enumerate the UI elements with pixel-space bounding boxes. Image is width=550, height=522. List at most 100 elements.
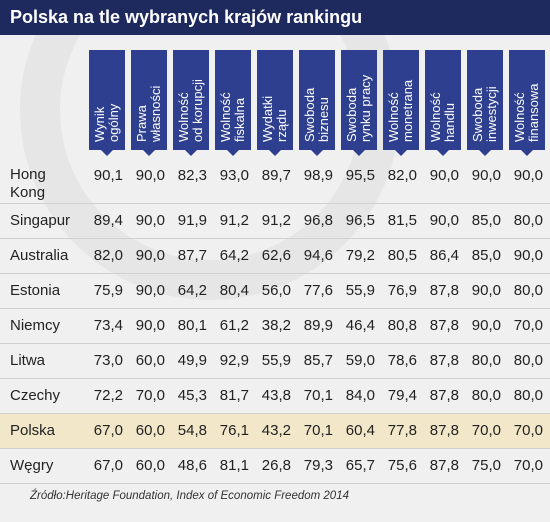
table-cell: 90,0 bbox=[135, 212, 165, 229]
column-header-label: Wolność fiskalna bbox=[218, 92, 247, 142]
table-cell: 70,0 bbox=[513, 457, 543, 474]
table-cell: 87,8 bbox=[429, 282, 459, 299]
table-cell: 90,0 bbox=[135, 282, 165, 299]
table-cell: 80,0 bbox=[513, 387, 543, 404]
table-cell: 90,0 bbox=[135, 167, 165, 184]
table-row: Litwa 73,0 60,0 49,9 92,9 55,9 85,7 59,0 78,6 87,… bbox=[0, 344, 550, 379]
page-title: Polska na tle wybranych krajów rankingu bbox=[10, 7, 363, 27]
column-header-label: Swoboda rynku pracy bbox=[344, 74, 373, 142]
column-header: Wolność finansowa bbox=[509, 50, 545, 156]
table-cell: 98,9 bbox=[303, 167, 333, 184]
table-row: Niemcy 73,4 90,0 80,1 61,2 38,2 89,9 46,4 80,8 87… bbox=[0, 309, 550, 344]
table-cell: 80,0 bbox=[513, 212, 543, 229]
column-headers: Wynik ogólny Prawa własności Wolność od ko… bbox=[0, 50, 550, 156]
table-cell: 80,0 bbox=[513, 282, 543, 299]
column-header-label: Wolność finansowa bbox=[512, 83, 541, 142]
country-name: Estonia bbox=[10, 282, 61, 299]
country-name: Niemcy bbox=[10, 317, 61, 334]
table-cell: 82,0 bbox=[387, 167, 417, 184]
table-cell: 70,0 bbox=[135, 387, 165, 404]
table-cell: 77,6 bbox=[303, 282, 333, 299]
table-cell: 62,6 bbox=[261, 247, 291, 264]
table-cell: 89,7 bbox=[261, 167, 291, 184]
table-cell: 38,2 bbox=[261, 317, 291, 334]
column-header: Swoboda rynku pracy bbox=[341, 50, 377, 156]
table-cell: 76,9 bbox=[387, 282, 417, 299]
table-cell: 73,4 bbox=[93, 317, 123, 334]
table-cell: 81,5 bbox=[387, 212, 417, 229]
column-header: Wolność od korupcji bbox=[173, 50, 209, 156]
table-cell: 79,2 bbox=[345, 247, 375, 264]
country-name: Czechy bbox=[10, 387, 61, 404]
table-cell: 70,0 bbox=[513, 317, 543, 334]
table-cell: 46,4 bbox=[345, 317, 375, 334]
table-cell: 48,6 bbox=[177, 457, 207, 474]
table-cell: 80,1 bbox=[177, 317, 207, 334]
table-cell: 75,9 bbox=[93, 282, 123, 299]
table-cell: 60,4 bbox=[345, 422, 375, 439]
table-cell: 64,2 bbox=[177, 282, 207, 299]
table-cell: 91,2 bbox=[261, 212, 291, 229]
table-cell: 45,3 bbox=[177, 387, 207, 404]
table-cell: 75,0 bbox=[471, 457, 501, 474]
column-header-label: Prawa własności bbox=[134, 85, 163, 142]
column-header: Wolność monetrana bbox=[383, 50, 419, 156]
table-cell: 70,1 bbox=[303, 387, 333, 404]
table-cell: 78,6 bbox=[387, 352, 417, 369]
table-cell: 82,0 bbox=[93, 247, 123, 264]
table-cell: 54,8 bbox=[177, 422, 207, 439]
table-cell: 79,3 bbox=[303, 457, 333, 474]
table-cell: 86,4 bbox=[429, 247, 459, 264]
table-cell: 73,0 bbox=[93, 352, 123, 369]
table-cell: 90,0 bbox=[471, 167, 501, 184]
table-cell: 84,0 bbox=[345, 387, 375, 404]
table-cell: 77,8 bbox=[387, 422, 417, 439]
table-cell: 81,7 bbox=[219, 387, 249, 404]
table-cell: 90,0 bbox=[513, 247, 543, 264]
table-cell: 70,0 bbox=[513, 422, 543, 439]
table-cell: 90,1 bbox=[93, 167, 123, 184]
table-cell: 60,0 bbox=[135, 422, 165, 439]
table-cell: 80,8 bbox=[387, 317, 417, 334]
column-header-label: Wolność monetrana bbox=[386, 79, 415, 142]
table-row: Polska 67,0 60,0 54,8 76,1 43,2 70,1 60,4 77,8 87… bbox=[0, 414, 550, 449]
column-header: Swoboda inwestycji bbox=[467, 50, 503, 156]
table-cell: 26,8 bbox=[261, 457, 291, 474]
table-cell: 67,0 bbox=[93, 422, 123, 439]
country-name: Australia bbox=[10, 247, 69, 264]
table-cell: 85,7 bbox=[303, 352, 333, 369]
table-cell: 90,0 bbox=[135, 317, 165, 334]
table-cell: 61,2 bbox=[219, 317, 249, 334]
table-row: Czechy 72,2 70,0 45,3 81,7 43,8 70,1 84,0 79,4 87… bbox=[0, 379, 550, 414]
table-cell: 80,0 bbox=[471, 352, 501, 369]
table-cell: 64,2 bbox=[219, 247, 249, 264]
table-cell: 70,1 bbox=[303, 422, 333, 439]
column-header-label: Wydatki rządu bbox=[260, 95, 289, 142]
table-cell: 80,5 bbox=[387, 247, 417, 264]
column-header-label: Wolność handlu bbox=[428, 92, 457, 142]
table-cell: 87,8 bbox=[429, 457, 459, 474]
country-name: Węgry bbox=[10, 457, 54, 474]
table-cell: 90,0 bbox=[429, 212, 459, 229]
table-cell: 95,5 bbox=[345, 167, 375, 184]
table-row: Hong Kong 90,1 90,0 82,3 93,0 89,7 98,9 95,5 82,… bbox=[0, 159, 550, 204]
table-row: Australia 82,0 90,0 87,7 64,2 62,6 94,6 79,2 80,… bbox=[0, 239, 550, 274]
table-cell: 49,9 bbox=[177, 352, 207, 369]
table-cell: 90,0 bbox=[471, 282, 501, 299]
country-name: Hong Kong bbox=[10, 166, 46, 201]
column-header: Wydatki rządu bbox=[257, 50, 293, 156]
table-cell: 59,0 bbox=[345, 352, 375, 369]
table-cell: 56,0 bbox=[261, 282, 291, 299]
table-cell: 90,0 bbox=[429, 167, 459, 184]
column-header-label: Wolność od korupcji bbox=[176, 79, 205, 142]
table-cell: 92,9 bbox=[219, 352, 249, 369]
table-cell: 90,0 bbox=[135, 247, 165, 264]
table-cell: 79,4 bbox=[387, 387, 417, 404]
table-cell: 80,4 bbox=[219, 282, 249, 299]
table-cell: 87,8 bbox=[429, 352, 459, 369]
column-header-label: Swoboda inwestycji bbox=[470, 86, 499, 142]
table-cell: 85,0 bbox=[471, 212, 501, 229]
title-bar: Polska na tle wybranych krajów rankingu bbox=[0, 0, 550, 35]
table-cell: 90,0 bbox=[471, 317, 501, 334]
table-cell: 90,0 bbox=[513, 167, 543, 184]
